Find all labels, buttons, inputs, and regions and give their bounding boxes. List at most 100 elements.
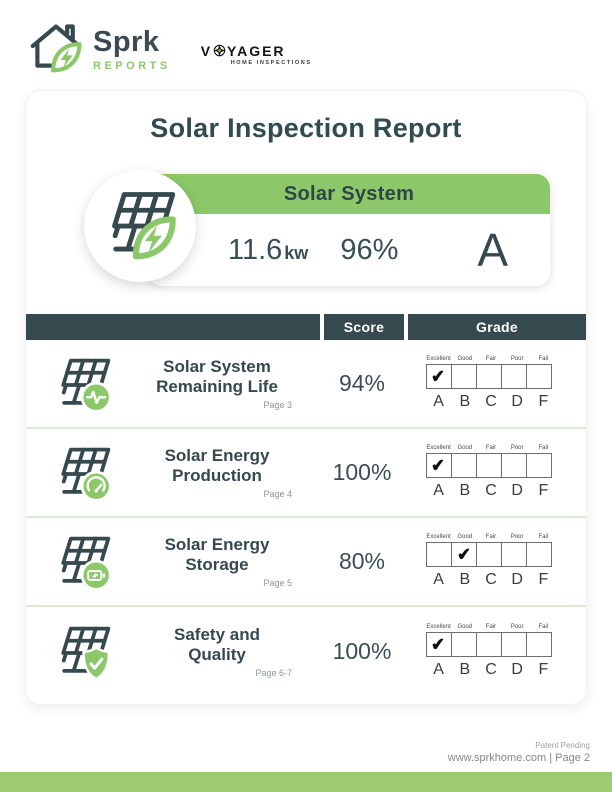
grade-checkbox[interactable]	[526, 453, 553, 478]
report-card: Solar Inspection Report Solar System 11.…	[25, 90, 587, 705]
checkmark-icon: ✔	[430, 366, 447, 387]
grade-label: Good	[457, 534, 473, 540]
row-title: Safety and Quality	[174, 624, 260, 664]
page-title: Solar Inspection Report	[150, 113, 462, 143]
header-score: Score	[324, 314, 404, 340]
grade-checkbox[interactable]	[425, 542, 452, 567]
grade-checkbox[interactable]	[475, 453, 503, 478]
grade-checkbox[interactable]	[526, 632, 553, 657]
grade-letter: B	[459, 571, 471, 588]
grade-checkbox[interactable]	[501, 453, 528, 478]
page-footer: Patent Pending www.sprkhome.com | Page 2	[448, 741, 590, 764]
grade-label: Fail	[538, 445, 549, 451]
grade-checkbox[interactable]	[501, 632, 528, 657]
grade-letter: A	[433, 661, 444, 678]
grade-letter: C	[485, 661, 497, 678]
grade-letter: C	[485, 571, 497, 588]
bottom-accent-bar	[0, 772, 612, 792]
grade-label: Good	[457, 445, 473, 451]
sprk-logo: Sprk REPORTS	[28, 20, 171, 79]
grade-label: Fair	[485, 624, 497, 630]
grade-label: Poor	[510, 445, 524, 451]
grade-checkbox[interactable]: ✔	[425, 632, 452, 657]
table-row: Solar Energy Storage Page 5 80% Excellen…	[26, 518, 586, 607]
grade-letter: B	[459, 393, 471, 410]
grade-checkbox[interactable]	[475, 632, 503, 657]
table-row: Safety and Quality Page 6-7 100% Excelle…	[26, 607, 586, 696]
grade-label: Fail	[538, 356, 549, 362]
voyager-logo: V YAGER HOME INSPECTIONS	[201, 44, 312, 66]
grade-checkbox[interactable]	[450, 632, 477, 657]
grade-letter: D	[511, 393, 523, 410]
checkmark-icon: ✔	[430, 634, 447, 655]
grade-letter: A	[433, 482, 444, 499]
grade-label: Excellent	[426, 356, 451, 362]
row-page-ref: Page 4	[263, 489, 292, 500]
row-score: 100%	[332, 459, 392, 485]
grade-label: Fair	[485, 534, 497, 540]
solar-panel-shield-icon	[52, 622, 114, 682]
grade-label: Poor	[510, 624, 524, 630]
row-page-ref: Page 5	[263, 578, 292, 589]
row-score: 94%	[338, 370, 386, 396]
solar-system-badge	[84, 170, 196, 282]
grade-letter: F	[538, 393, 549, 410]
grade-checkbox[interactable]	[450, 453, 477, 478]
grade-letter: D	[511, 571, 523, 588]
grade-letter: D	[511, 661, 523, 678]
row-title: Solar Energy Production	[164, 445, 270, 485]
grade-checkbox[interactable]	[450, 364, 477, 389]
checkmark-icon: ✔	[430, 455, 447, 476]
grade-label: Good	[457, 356, 473, 362]
grade-checkbox[interactable]: ✔	[425, 453, 452, 478]
solar-panel-battery-icon	[52, 532, 114, 592]
grade-letter: C	[485, 482, 497, 499]
row-page-ref: Page 3	[263, 400, 292, 411]
row-page-ref: Page 6-7	[255, 668, 292, 679]
table-row: Solar Energy Production Page 4 100% Exce…	[26, 429, 586, 518]
site-and-page: www.sprkhome.com | Page 2	[447, 752, 590, 764]
table-header: Score Grade	[26, 314, 586, 340]
grade-label: Good	[457, 624, 473, 630]
grade-letter: A	[433, 571, 444, 588]
grade-letter: B	[459, 482, 471, 499]
solar-panel-pulse-icon	[52, 354, 114, 414]
grade-checkbox[interactable]	[475, 542, 503, 567]
compass-icon	[213, 44, 226, 57]
grade-checkbox[interactable]	[501, 364, 528, 389]
grade-checkbox[interactable]	[501, 542, 528, 567]
grade-label: Fair	[485, 356, 497, 362]
grade-checkbox[interactable]: ✔	[425, 364, 452, 389]
summary-title: Solar System	[148, 174, 550, 214]
row-score: 100%	[332, 638, 392, 664]
table-row: Solar System Remaining Life Page 3 94% E…	[26, 340, 586, 429]
grade-label: Excellent	[426, 624, 451, 630]
row-title: Solar System Remaining Life	[156, 356, 278, 396]
grade-label: Fail	[538, 534, 549, 540]
brand-subtitle: REPORTS	[93, 59, 171, 72]
grade-checkbox[interactable]	[475, 364, 503, 389]
grade-letter: F	[538, 482, 549, 499]
header-item	[26, 314, 320, 340]
header-grade: Grade	[408, 314, 586, 340]
grade-checkbox[interactable]: ✔	[450, 542, 477, 567]
voyager-subtitle: HOME INSPECTIONS	[230, 59, 312, 66]
grade-label: Poor	[510, 356, 524, 362]
summary-panel: Solar System 11.6 kw 96% A	[148, 174, 550, 286]
grade-checkbox[interactable]	[526, 364, 553, 389]
grade-letter: F	[538, 571, 549, 588]
system-summary: Solar System 11.6 kw 96% A	[62, 166, 550, 286]
checkmark-icon: ✔	[456, 544, 472, 565]
patent-note: Patent Pending	[535, 741, 590, 750]
grade-label: Fair	[485, 445, 497, 451]
brand-name: Sprk	[93, 25, 160, 58]
grade-letter: D	[511, 482, 523, 499]
grade-label: Fail	[538, 624, 549, 630]
grade-letter: C	[485, 393, 497, 410]
system-capacity: 11.6 kw	[228, 233, 309, 266]
grade-checkbox[interactable]	[526, 542, 553, 567]
row-score: 80%	[338, 548, 386, 574]
system-grade: A	[477, 224, 508, 276]
